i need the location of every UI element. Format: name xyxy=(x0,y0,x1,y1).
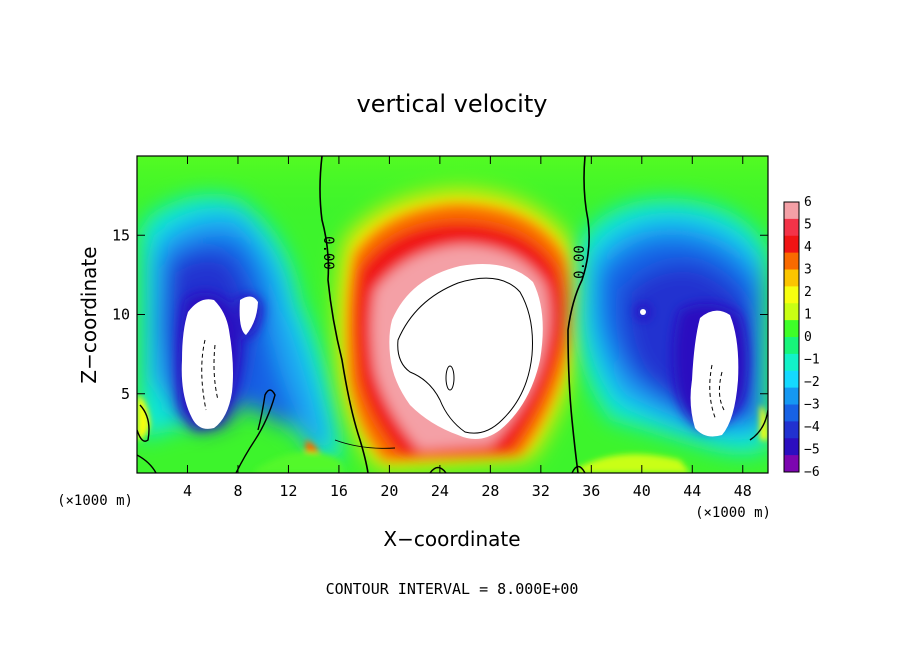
contour-lines xyxy=(137,156,768,473)
x-tick-label: 44 xyxy=(683,482,701,500)
colorbar-swatch xyxy=(784,438,799,456)
zero-contour-left xyxy=(319,156,369,473)
y-tick-label: 10 xyxy=(112,306,130,324)
colorbar-swatch xyxy=(784,421,799,439)
colorbar-swatch xyxy=(784,218,799,237)
colorbar-swatch xyxy=(784,370,799,389)
y-axis-ticks: 5 10 15 xyxy=(112,226,768,403)
updraft-contour xyxy=(397,277,533,434)
chart-title: vertical velocity xyxy=(357,90,548,118)
left-white-core xyxy=(181,299,233,429)
contour-interval-note: CONTOUR INTERVAL = 8.000E+00 xyxy=(326,580,579,598)
colorbar-tick-label: −4 xyxy=(804,420,820,435)
colorbar-swatch xyxy=(784,303,799,321)
colorbar-swatch xyxy=(784,337,799,355)
heatmap-field xyxy=(137,156,768,473)
colorbar-swatch xyxy=(784,455,799,473)
colorbar-tick-label: −2 xyxy=(804,375,820,390)
x-axis-ticks: 4 8 12 16 20 24 28 32 36 40 44 48 xyxy=(183,156,752,500)
zero-contour-right xyxy=(567,156,590,473)
colorbar-swatch xyxy=(784,387,799,405)
colorbar-tick-label: 6 xyxy=(804,195,812,210)
y-axis-label: Z−coordinate xyxy=(77,246,101,383)
central-white-core xyxy=(389,264,543,439)
colorbar-tick-label: −6 xyxy=(804,465,820,480)
colorbar-tick-label: 0 xyxy=(804,330,812,345)
colorbar-swatch xyxy=(784,286,799,304)
x-axis-label: X−coordinate xyxy=(383,527,520,551)
x-tick-label: 12 xyxy=(279,482,297,500)
y-tick-label: 15 xyxy=(112,226,130,244)
colorbar-tick-label: 3 xyxy=(804,263,812,278)
colorbar-swatch xyxy=(784,353,799,372)
x-tick-label: 8 xyxy=(233,482,242,500)
x-tick-label: 16 xyxy=(330,482,348,500)
x-tick-label: 20 xyxy=(380,482,398,500)
colorbar-tick-label: 4 xyxy=(804,240,812,255)
x-tick-label: 36 xyxy=(582,482,600,500)
right-white-core xyxy=(690,310,739,437)
x-tick-label: 4 xyxy=(183,482,192,500)
colorbar-swatch xyxy=(784,235,799,254)
colorbar-frame xyxy=(783,201,800,473)
x-tick-label: 28 xyxy=(481,482,499,500)
colorbar-tick-label: 2 xyxy=(804,285,812,300)
contour-label-left: 0.00 xyxy=(320,236,336,270)
colorbar-tick-label: −5 xyxy=(804,443,820,458)
colorbar-swatch xyxy=(784,269,799,287)
colorbar-swatch xyxy=(784,404,799,422)
colorbar-tick-label: 5 xyxy=(804,218,812,233)
colorbar: 6 5 4 3 2 1 0 −1 −2 −3 −4 −5 −6 xyxy=(783,195,820,480)
x-axis-unit-right: (×1000 m) xyxy=(695,505,771,521)
colorbar-swatch xyxy=(784,320,799,338)
x-tick-label: 40 xyxy=(633,482,651,500)
colorbar-tick-label: 1 xyxy=(804,308,812,323)
x-tick-label: 48 xyxy=(734,482,752,500)
colorbar-swatch xyxy=(784,252,799,270)
y-tick-label: 5 xyxy=(121,385,130,403)
x-axis-unit-left: (×1000 m) xyxy=(57,493,133,509)
colorbar-tick-label: −1 xyxy=(804,353,820,368)
contour-label-right: 0.00 xyxy=(572,245,588,279)
x-tick-label: 32 xyxy=(532,482,550,500)
colorbar-swatch xyxy=(784,202,799,220)
x-tick-label: 24 xyxy=(431,482,449,500)
colorbar-tick-label: −3 xyxy=(804,398,820,413)
